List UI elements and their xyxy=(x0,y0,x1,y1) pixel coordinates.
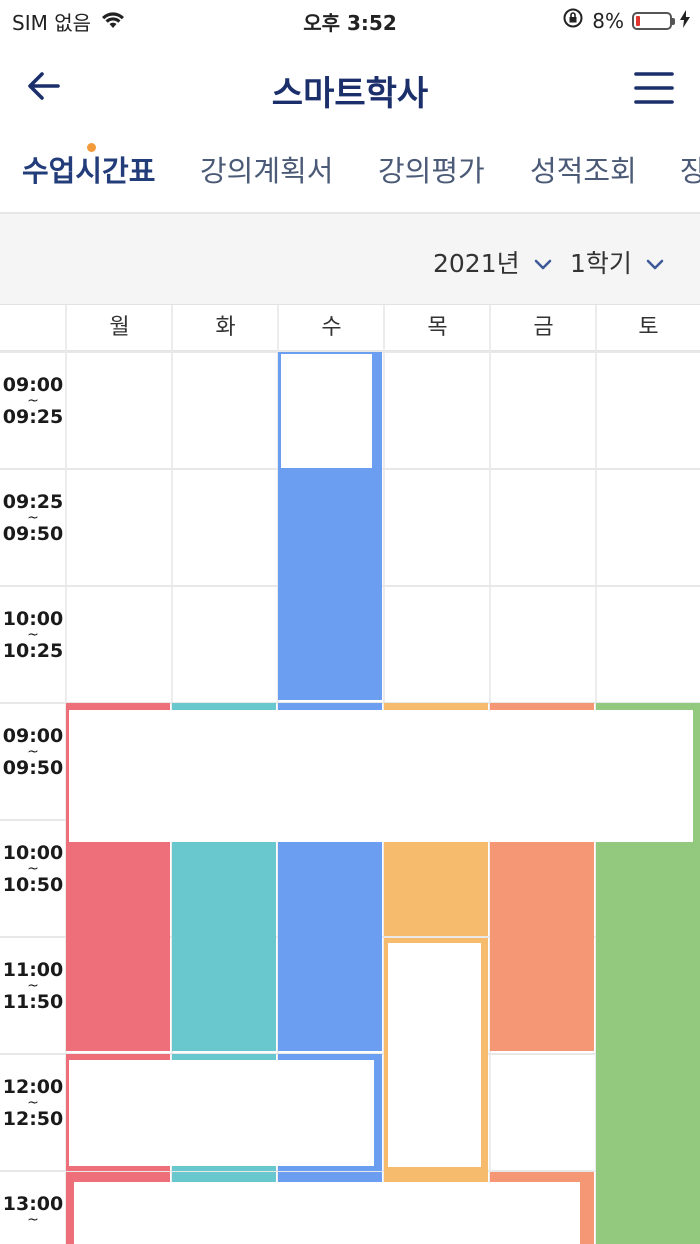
charging-bolt-icon xyxy=(680,9,690,33)
time-slot-label: 09:00 ~ 09:25 xyxy=(2,374,64,428)
filter-bar: 2021년 1학기 xyxy=(0,214,700,305)
tab-bar: 수업시간표 강의계획서 강의평가 성적조회 장 xyxy=(0,140,700,210)
time-slot-label: 10:00 ~ 10:50 xyxy=(2,842,64,896)
time-slot-label: 09:00 ~ 09:50 xyxy=(2,725,64,779)
day-header-wed: 수 xyxy=(278,305,384,351)
day-header-fri: 금 xyxy=(490,305,596,351)
tab-more[interactable]: 장 xyxy=(680,154,700,188)
wifi-icon xyxy=(101,10,125,34)
tab-syllabus[interactable]: 강의계획서 xyxy=(200,154,334,188)
time-slot-label: 12:00 ~ 12:50 xyxy=(2,1076,64,1130)
chevron-down-icon xyxy=(646,248,664,277)
class-card[interactable] xyxy=(69,710,693,842)
back-arrow-icon[interactable] xyxy=(24,66,70,112)
time-slot-label: 11:00 ~ 11:50 xyxy=(2,959,64,1013)
status-bar: SIM 없음 오후 3:52 8% xyxy=(0,0,700,40)
tab-label: 수업시간표 xyxy=(22,154,156,188)
time-slot-label: 10:00 ~ 10:25 xyxy=(2,608,64,662)
tab-course-evaluation[interactable]: 강의평가 xyxy=(378,154,485,188)
day-header-tue: 화 xyxy=(172,305,278,351)
header-corner xyxy=(0,305,66,351)
class-card[interactable] xyxy=(281,354,372,468)
day-header-sat: 토 xyxy=(596,305,700,351)
year-value: 2021년 xyxy=(433,249,520,278)
notification-dot xyxy=(87,143,96,152)
day-header-mon: 월 xyxy=(66,305,172,351)
rotation-lock-icon xyxy=(562,7,584,34)
timetable-grid: 월 화 수 목 금 토 09:00 ~ 09:25 09:25 ~ 09:50 … xyxy=(0,305,700,1244)
battery-percent: 8% xyxy=(592,8,624,33)
tabs-divider xyxy=(0,212,700,214)
tab-grades[interactable]: 성적조회 xyxy=(530,154,637,188)
time-slot-label: 13:00 ~ xyxy=(2,1193,64,1228)
page-title: 스마트학사 xyxy=(271,74,429,114)
class-card[interactable] xyxy=(69,1060,374,1166)
navigation-bar: 스마트학사 xyxy=(0,52,700,126)
battery-icon xyxy=(632,11,675,30)
hamburger-menu-icon[interactable] xyxy=(634,70,674,106)
tab-timetable[interactable]: 수업시간표 xyxy=(22,143,156,190)
chevron-down-icon xyxy=(534,248,552,277)
day-header-thu: 목 xyxy=(384,305,490,351)
semester-select[interactable]: 1학기 xyxy=(570,244,664,280)
time-slot-label: 09:25 ~ 09:50 xyxy=(2,491,64,545)
carrier-label: SIM 없음 xyxy=(12,11,92,35)
class-card[interactable] xyxy=(388,943,481,1167)
year-select[interactable]: 2021년 xyxy=(433,244,552,280)
status-time: 오후 3:52 xyxy=(303,11,397,35)
grid-line xyxy=(0,1170,700,1172)
class-card[interactable] xyxy=(74,1182,580,1244)
semester-value: 1학기 xyxy=(570,249,632,278)
